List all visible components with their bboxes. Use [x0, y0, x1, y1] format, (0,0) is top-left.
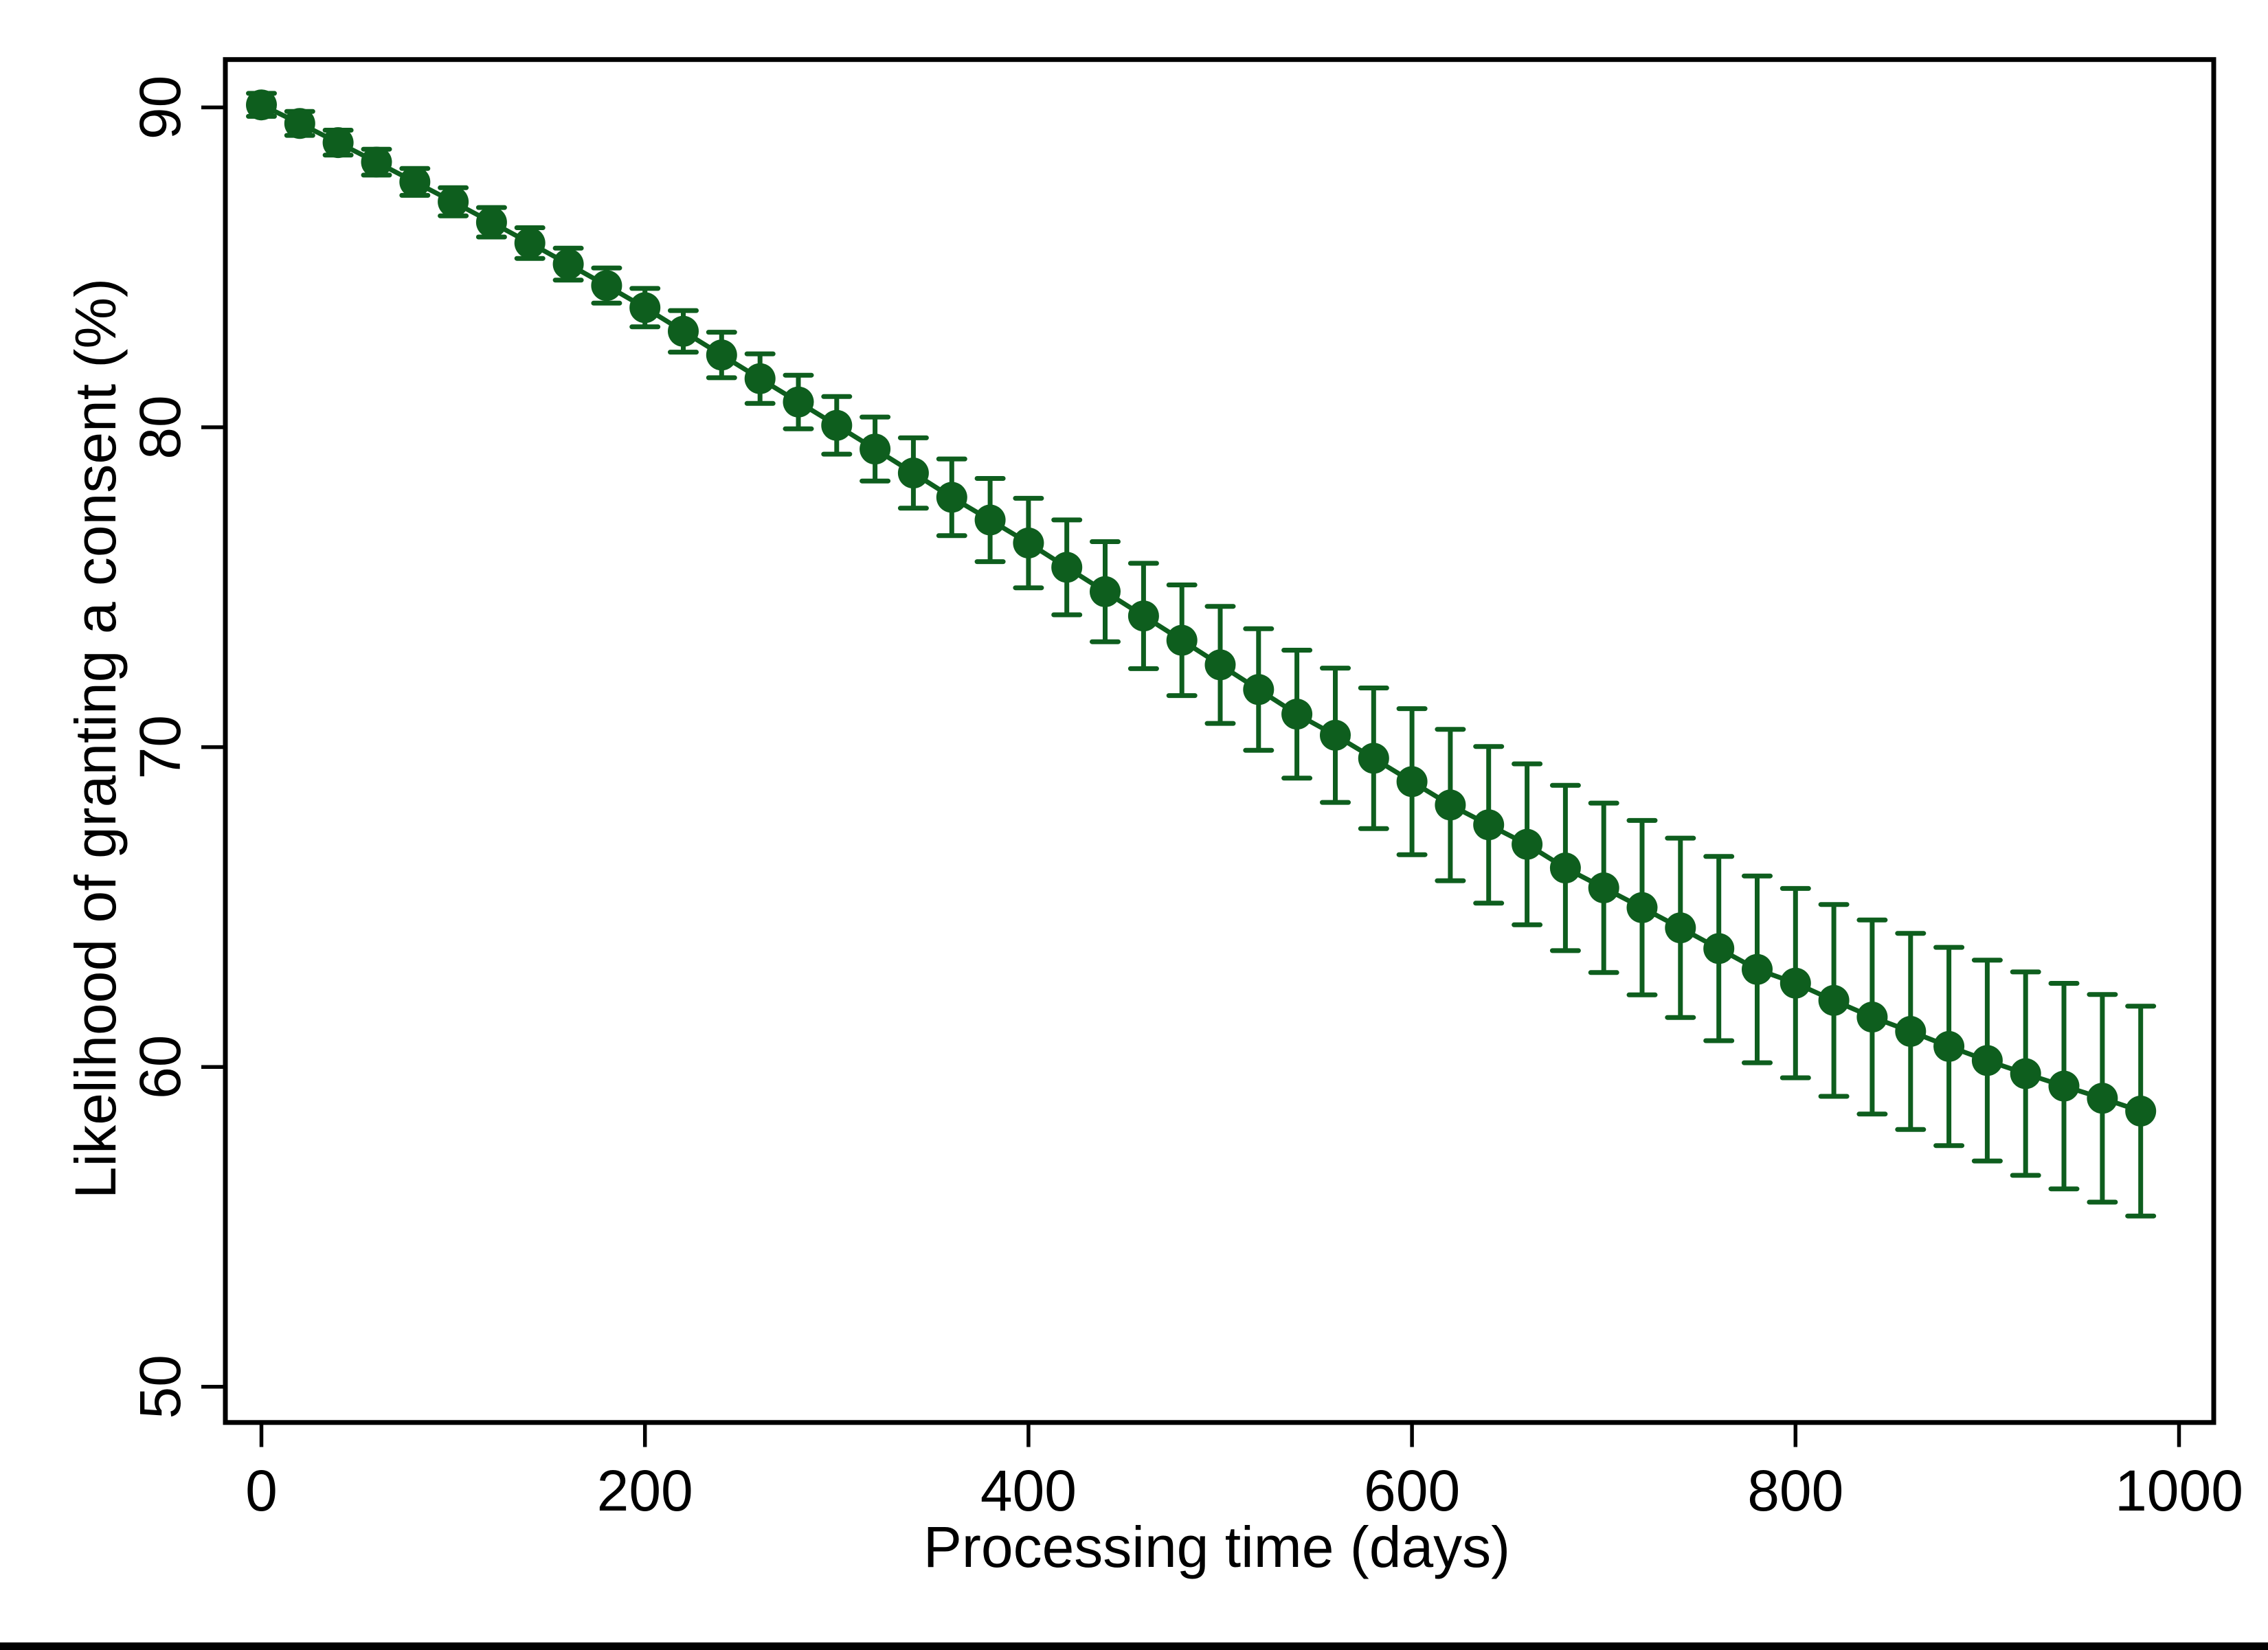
svg-text:70: 70: [128, 715, 192, 779]
svg-text:600: 600: [1364, 1458, 1460, 1523]
svg-text:60: 60: [128, 1035, 192, 1098]
svg-text:800: 800: [1747, 1458, 1843, 1523]
svg-text:0: 0: [245, 1458, 278, 1523]
svg-text:1000: 1000: [2115, 1458, 2243, 1523]
svg-text:Likelihood of granting a conse: Likelihood of granting a consent (%): [63, 278, 128, 1199]
svg-text:200: 200: [597, 1458, 693, 1523]
svg-text:50: 50: [128, 1355, 192, 1419]
svg-text:400: 400: [980, 1458, 1077, 1523]
svg-text:90: 90: [128, 76, 192, 139]
svg-text:Processing time (days): Processing time (days): [923, 1515, 1510, 1579]
svg-text:80: 80: [128, 395, 192, 459]
